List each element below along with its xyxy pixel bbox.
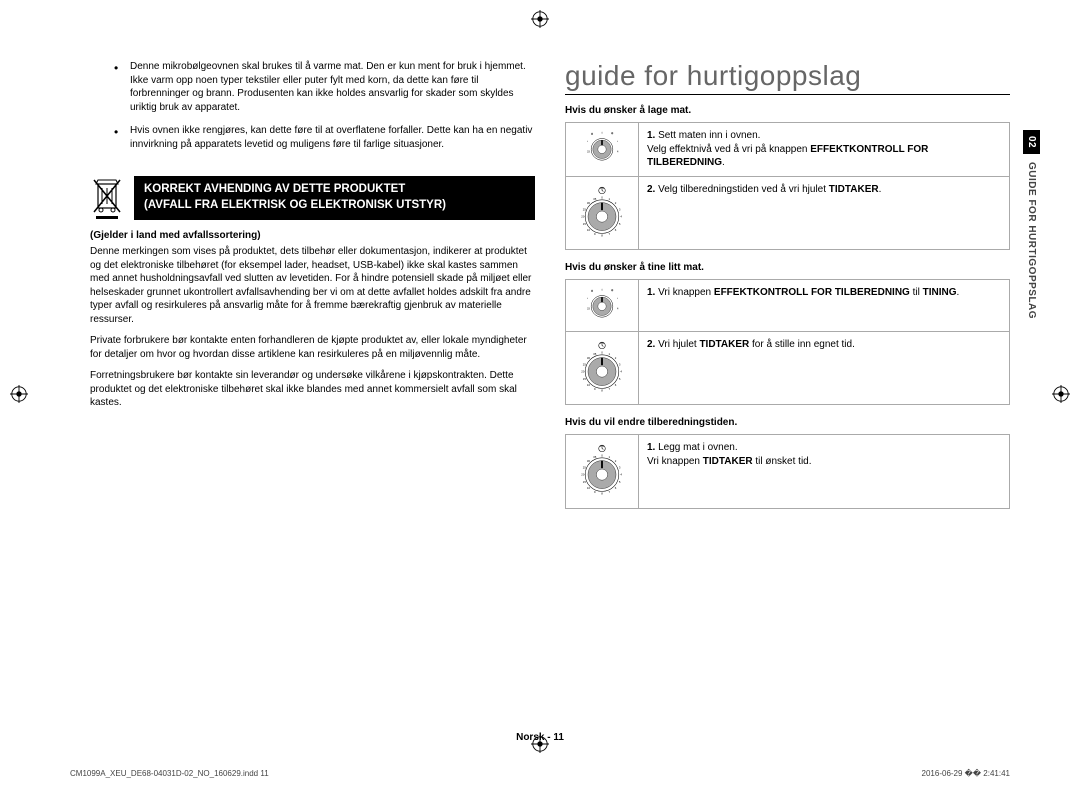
power-dial-icon — [566, 280, 639, 332]
guide-step-line: 2. Velg tilberedningstiden ved å vri hju… — [647, 183, 1001, 197]
registration-mark-icon — [1052, 385, 1070, 403]
right-column: guide for hurtigoppslag Hvis du ønsker å… — [565, 60, 1010, 700]
guide-step-cell: 1. Legg mat i ovnen.Vri knappen TIDTAKER… — [639, 435, 1010, 509]
guide-step-line: 1. Legg mat i ovnen. — [647, 441, 1001, 455]
guide-table: 1. Legg mat i ovnen.Vri knappen TIDTAKER… — [565, 434, 1010, 509]
guide-step-cell: 1. Sett maten inn i ovnen.Velg effektniv… — [639, 123, 1010, 177]
guide-step-cell: 2. Velg tilberedningstiden ved å vri hju… — [639, 176, 1010, 250]
guide-table: 1. Sett maten inn i ovnen.Velg effektniv… — [565, 122, 1010, 250]
guide-step-cell: 1. Vri knappen EFFEKTKONTROLL FOR TILBER… — [639, 280, 1010, 332]
disposal-para: Denne merkingen som vises på produktet, … — [90, 245, 535, 326]
timer-dial-icon — [566, 435, 639, 509]
left-column: Denne mikrobølgeovnen skal brukes til å … — [70, 60, 535, 700]
disposal-title-line1: KORREKT AVHENDING AV DETTE PRODUKTET — [144, 182, 525, 198]
guide-section-heading: Hvis du vil endre tilberedningstiden. — [565, 417, 1010, 428]
timer-dial-icon — [566, 331, 639, 405]
power-dial-icon — [566, 123, 639, 177]
disposal-section: KORREKT AVHENDING AV DETTE PRODUKTET (AV… — [90, 176, 535, 410]
guide-step-cell: 2. Vri hjulet TIDTAKER for å stille inn … — [639, 331, 1010, 405]
timer-dial-icon — [566, 176, 639, 250]
footer-filename: CM1099A_XEU_DE68-04031D-02_NO_160629.ind… — [70, 769, 269, 778]
side-tab-text: GUIDE FOR HURTIGOPPSLAG — [1023, 158, 1040, 323]
warning-item: Hvis ovnen ikke rengjøres, kan dette før… — [130, 124, 535, 151]
guide-title: guide for hurtigoppslag — [565, 60, 1010, 95]
guide-table: 1. Vri knappen EFFEKTKONTROLL FOR TILBER… — [565, 279, 1010, 405]
disposal-para: Private forbrukere bør kontakte enten fo… — [90, 334, 535, 361]
print-footer: CM1099A_XEU_DE68-04031D-02_NO_160629.ind… — [70, 769, 1010, 778]
guide-section-heading: Hvis du ønsker å lage mat. — [565, 105, 1010, 116]
guide-step-line: Vri knappen TIDTAKER til ønsket tid. — [647, 455, 1001, 469]
warnings-list: Denne mikrobølgeovnen skal brukes til å … — [90, 60, 535, 151]
disposal-para: Forretningsbrukere bør kontakte sin leve… — [90, 369, 535, 410]
guide-step-line: 1. Vri knappen EFFEKTKONTROLL FOR TILBER… — [647, 286, 1001, 300]
registration-mark-icon — [531, 10, 549, 28]
guide-step-line: Velg effektnivå ved å vri på knappen EFF… — [647, 143, 1001, 170]
guide-step-line: 1. Sett maten inn i ovnen. — [647, 129, 1001, 143]
footer-timestamp: 2016-06-29 �� 2:41:41 — [922, 769, 1010, 778]
guide-step-line: 2. Vri hjulet TIDTAKER for å stille inn … — [647, 338, 1001, 352]
registration-mark-icon — [10, 385, 28, 403]
side-tab-number: 02 — [1023, 130, 1040, 154]
page-number: Norsk - 11 — [516, 732, 564, 743]
guide-sections: Hvis du ønsker å lage mat. 1. Sett maten … — [565, 105, 1010, 509]
page-columns: Denne mikrobølgeovnen skal brukes til å … — [70, 60, 1010, 700]
warning-item: Denne mikrobølgeovnen skal brukes til å … — [130, 60, 535, 114]
section-side-tab: 02 GUIDE FOR HURTIGOPPSLAG — [1023, 130, 1040, 323]
weee-bin-icon — [90, 176, 124, 220]
guide-section-heading: Hvis du ønsker å tine litt mat. — [565, 262, 1010, 273]
disposal-title-box: KORREKT AVHENDING AV DETTE PRODUKTET (AV… — [134, 176, 535, 219]
disposal-subhead: (Gjelder i land med avfallssortering) — [90, 230, 535, 241]
disposal-title-line2: (AVFALL FRA ELEKTRISK OG ELEKTRONISK UTS… — [144, 198, 525, 214]
